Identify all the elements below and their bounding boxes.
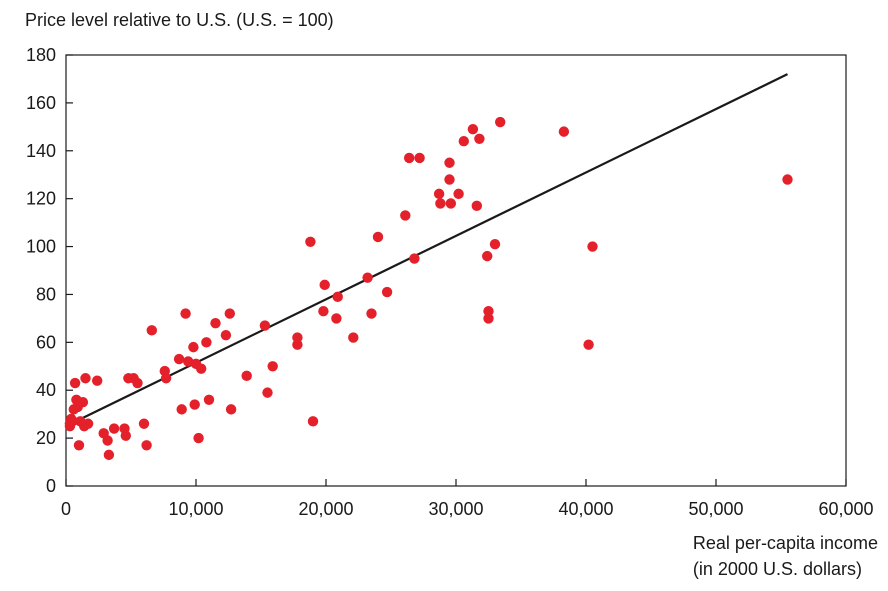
y-axis-title: Price level relative to U.S. (U.S. = 100… [25,10,334,30]
data-point [82,418,94,429]
data-point [332,291,343,303]
x-axis-title: Real per-capita income (in 2000 U.S. dol… [693,530,878,582]
data-points [64,116,793,461]
y-tick-label: 100 [26,237,56,257]
data-point [241,370,252,382]
data-point [80,373,91,384]
data-point [305,236,316,247]
data-point [77,396,89,408]
data-point [409,253,420,264]
data-point [292,332,303,343]
data-point [193,432,204,444]
data-point [67,416,78,427]
data-point [103,449,115,461]
data-point [292,339,303,350]
tick-labels: 0 20 40 60 80 100 120 140 160 180 0 10,000 20,000 30,… [26,45,874,519]
data-point [146,325,157,336]
data-point [318,306,329,317]
y-tick-label: 120 [26,189,56,209]
data-point [458,136,469,147]
data-point [92,375,103,386]
data-point [138,418,150,429]
data-point [474,133,485,145]
data-point [400,210,411,221]
data-point [372,231,384,243]
data-point [453,188,464,200]
data-point [482,250,493,262]
data-point [483,306,494,317]
data-point [348,332,359,343]
data-point [471,200,482,212]
data-point [467,124,479,135]
data-point [180,308,191,319]
data-point [435,198,446,209]
data-point [414,152,425,164]
data-point [331,313,342,324]
x-tick-label: 0 [61,499,71,519]
data-point [444,157,455,168]
data-point [210,317,221,329]
x-tick-label: 50,000 [688,499,743,519]
data-point [262,387,273,398]
plot-frame [65,54,847,487]
axes [65,54,847,487]
data-point [196,363,207,374]
data-point [160,373,172,384]
y-tick-label: 20 [36,428,56,448]
data-point [433,188,445,200]
y-tick-label: 160 [26,93,56,113]
data-point [495,116,506,128]
x-tick-label: 20,000 [298,499,353,519]
data-point [203,394,215,405]
data-point [69,377,81,389]
data-point [132,377,143,389]
data-point [102,435,113,446]
data-point [782,174,793,185]
data-point [183,356,194,367]
data-point [173,353,185,365]
data-point [381,286,393,298]
data-point [362,272,373,283]
data-point [225,404,237,415]
data-point [220,329,232,341]
data-point [176,404,187,415]
data-point [483,313,494,324]
x-tick-label: 30,000 [428,499,483,519]
y-tick-label: 140 [26,141,56,161]
x-axis-title-line-2: (in 2000 U.S. dollars) [692,559,862,579]
x-tick-label: 60,000 [818,499,873,519]
y-tick-label: 0 [46,476,56,496]
data-point [583,339,594,350]
data-point [366,308,377,319]
data-point [558,126,570,137]
data-point [189,399,200,410]
data-point [307,416,319,427]
data-point [188,341,199,353]
data-point [404,152,415,164]
data-point [444,174,455,185]
y-tick-label: 60 [36,332,56,352]
x-tick-label: 40,000 [558,499,613,519]
x-tick-label: 10,000 [168,499,223,519]
data-point [120,430,131,441]
data-point [489,238,501,250]
data-point [267,361,278,372]
x-axis-title-line-1: Real per-capita income [692,533,878,553]
data-point [224,308,235,319]
data-point [108,423,120,434]
trend-line [65,73,788,428]
y-tick-label: 40 [36,380,56,400]
data-point [141,440,152,451]
data-point [587,241,598,252]
y-tick-label: 180 [26,45,56,65]
data-point [201,337,212,348]
data-point [259,320,271,331]
data-point [445,198,456,209]
data-point [73,440,85,451]
data-point [319,279,330,291]
y-tick-label: 80 [36,284,56,304]
